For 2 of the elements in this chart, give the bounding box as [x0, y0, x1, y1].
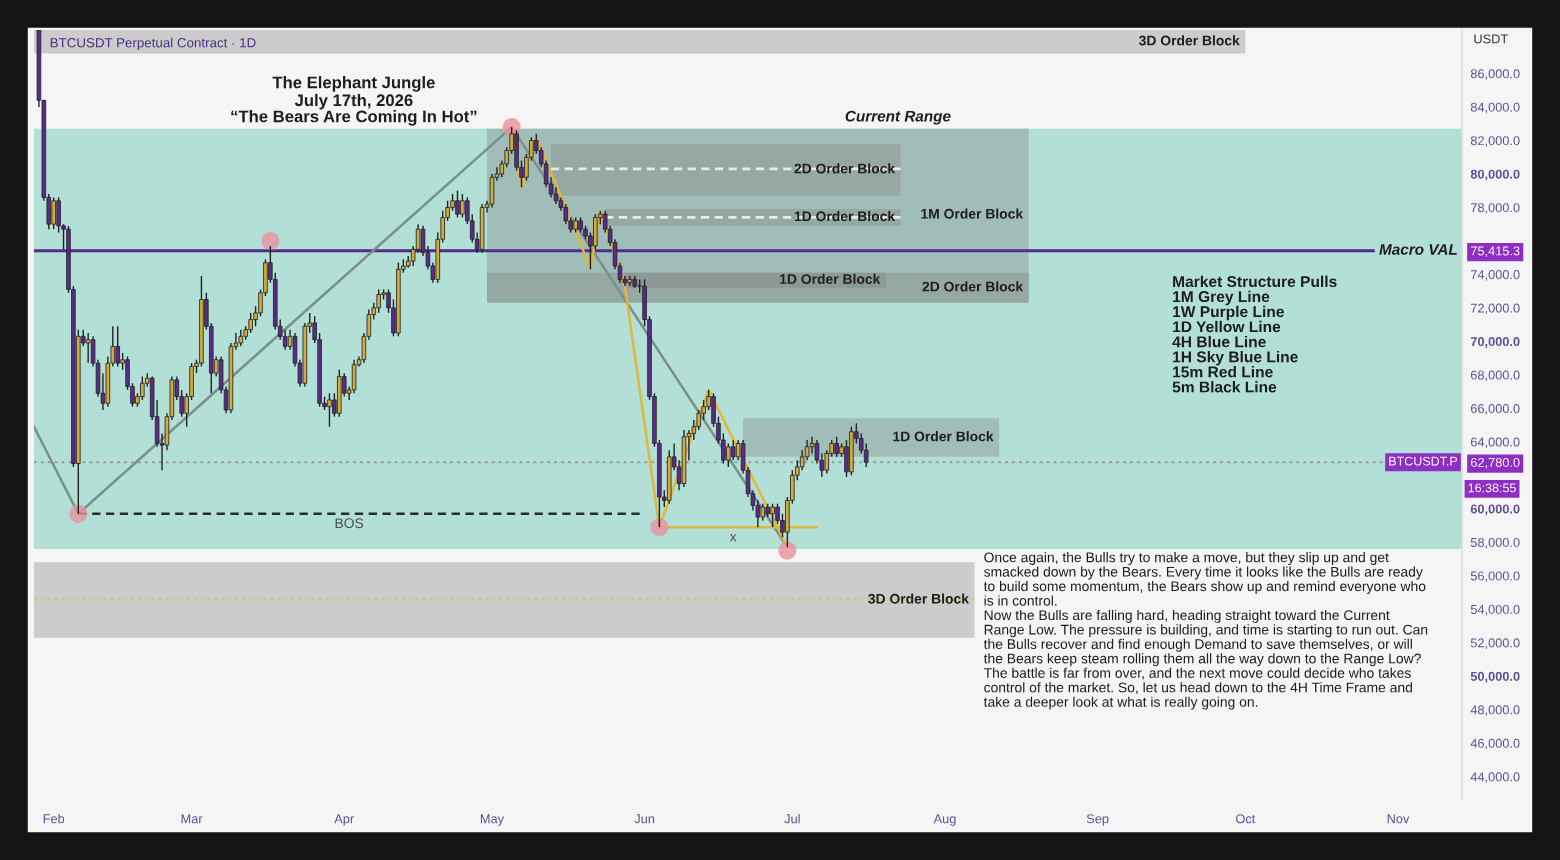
- text: The Elephant Jungle: [272, 76, 435, 92]
- text: July 17th, 2026 “The Bears Are Coming In Hot”: [231, 93, 477, 126]
